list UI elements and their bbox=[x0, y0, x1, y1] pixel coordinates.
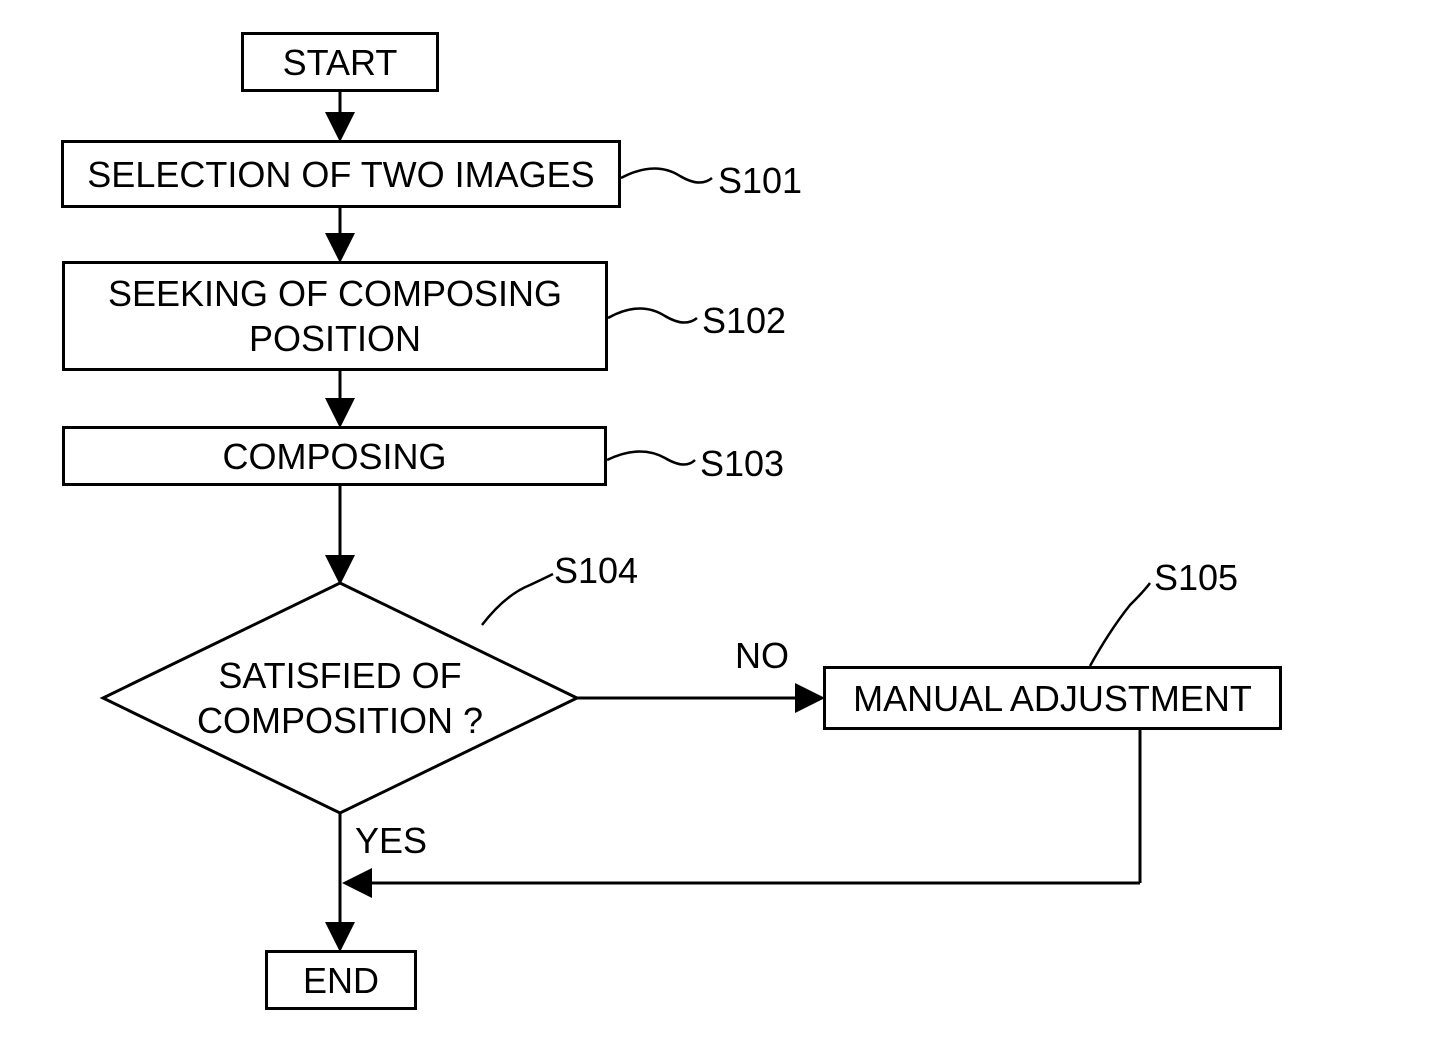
connectors bbox=[0, 0, 1455, 1039]
